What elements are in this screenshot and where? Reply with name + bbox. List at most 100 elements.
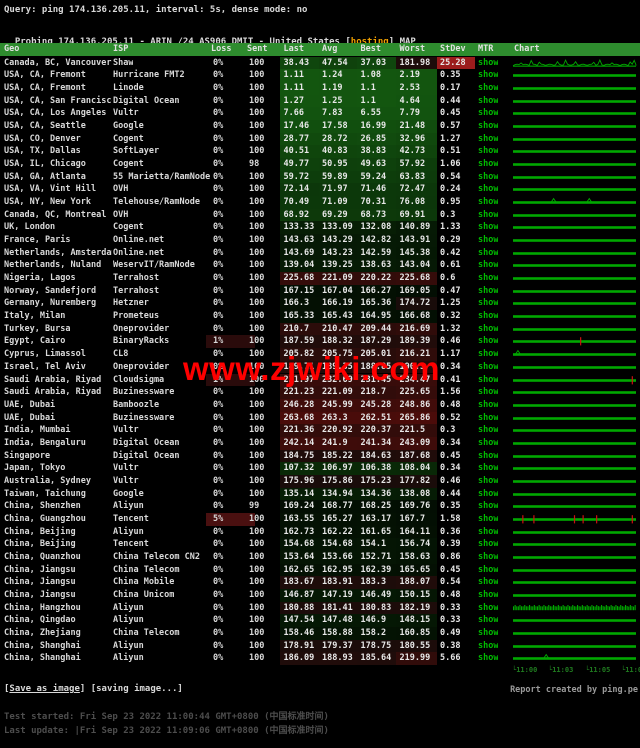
stdev-cell: 0.3 xyxy=(440,425,456,436)
avg-cell: 185.22 xyxy=(318,449,357,463)
mtr-show-link[interactable]: show xyxy=(478,247,499,258)
mtr-show-link[interactable]: show xyxy=(478,463,499,474)
mtr-show-link[interactable]: show xyxy=(478,222,499,233)
mtr-show-link[interactable]: show xyxy=(478,349,499,360)
mtr-show-link[interactable]: show xyxy=(478,412,499,423)
avg-cell: 165.43 xyxy=(318,310,357,323)
geo-cell: Saudi Arabia, Riyad xyxy=(4,374,102,385)
mtr-show-link[interactable]: show xyxy=(478,146,499,157)
mtr-show-link[interactable]: show xyxy=(478,450,499,461)
best-cell: 68.73 xyxy=(357,208,396,222)
mtr-show-link[interactable]: show xyxy=(478,196,499,207)
sent-cell: 100 xyxy=(249,57,265,68)
latency-chart xyxy=(511,437,638,450)
geo-cell: USA, CA, Fremont xyxy=(4,70,86,81)
mtr-show-link[interactable]: show xyxy=(478,653,499,664)
mtr-show-link[interactable]: show xyxy=(478,628,499,639)
mtr-show-link[interactable]: show xyxy=(478,184,499,195)
mtr-show-link[interactable]: show xyxy=(478,539,499,550)
mtr-show-link[interactable]: show xyxy=(478,488,499,499)
mtr-show-link[interactable]: show xyxy=(478,336,499,347)
isp-cell: Hetzner xyxy=(113,298,149,309)
mtr-show-link[interactable]: show xyxy=(478,501,499,512)
mtr-show-link[interactable]: show xyxy=(478,374,499,385)
best-cell: 231.45 xyxy=(357,373,396,387)
mtr-show-link[interactable]: show xyxy=(478,285,499,296)
best-cell: 184.63 xyxy=(357,449,396,463)
table-row: Norway, Sandefjord Terrahost 0% 100 167.15 16… xyxy=(0,284,640,298)
chart-time-tick: └11:07 xyxy=(621,666,640,674)
mtr-show-link[interactable]: show xyxy=(478,323,499,334)
avg-cell: 50.95 xyxy=(318,157,357,171)
geo-cell: Nigeria, Lagos xyxy=(4,273,76,284)
sent-cell: 100 xyxy=(249,437,265,448)
table-row: China, Jiangsu China Telecom 0% 100 162.65 16… xyxy=(0,563,640,577)
mtr-show-link[interactable]: show xyxy=(478,475,499,486)
worst-cell: 165.65 xyxy=(396,563,437,577)
mtr-show-link[interactable]: show xyxy=(478,298,499,309)
mtr-show-link[interactable]: show xyxy=(478,235,499,246)
worst-cell: 72.47 xyxy=(396,183,437,196)
mtr-show-link[interactable]: show xyxy=(478,120,499,131)
loss-cell: 0% xyxy=(213,196,224,207)
isp-cell: Terrahost xyxy=(113,273,160,284)
worst-cell: 216.69 xyxy=(396,322,437,336)
geo-cell: USA, CO, Denver xyxy=(4,133,81,144)
mtr-show-link[interactable]: show xyxy=(478,437,499,448)
mtr-show-link[interactable]: show xyxy=(478,82,499,93)
mtr-show-link[interactable]: show xyxy=(478,260,499,271)
mtr-show-link[interactable]: show xyxy=(478,311,499,322)
geo-cell: Norway, Sandefjord xyxy=(4,285,97,296)
worst-cell: 189.39 xyxy=(396,335,437,349)
mtr-show-link[interactable]: show xyxy=(478,361,499,372)
mtr-show-link[interactable]: show xyxy=(478,133,499,144)
mtr-show-link[interactable]: show xyxy=(478,425,499,436)
mtr-show-link[interactable]: show xyxy=(478,577,499,588)
avg-cell: 71.09 xyxy=(318,195,357,209)
mtr-show-link[interactable]: show xyxy=(478,209,499,220)
asn-link[interactable]: AS906 xyxy=(199,37,226,47)
geo-cell: UK, London xyxy=(4,222,56,233)
latency-chart xyxy=(511,488,638,501)
mtr-show-link[interactable]: show xyxy=(478,513,499,524)
mtr-show-link[interactable]: show xyxy=(478,590,499,601)
isp-cell: Linode xyxy=(113,82,144,93)
loss-cell: 0% xyxy=(213,133,224,144)
sent-cell: 100 xyxy=(249,552,265,563)
sent-cell: 100 xyxy=(249,247,265,258)
mtr-show-link[interactable]: show xyxy=(478,158,499,169)
mtr-show-link[interactable]: show xyxy=(478,70,499,81)
last-cell: 210.7 xyxy=(280,322,319,336)
last-cell: 1.11 xyxy=(280,81,319,95)
avg-cell: 221.09 xyxy=(318,272,357,285)
mtr-show-link[interactable]: show xyxy=(478,399,499,410)
map-link[interactable]: MAP xyxy=(400,37,416,47)
geo-cell: Germany, Nuremberg xyxy=(4,298,97,309)
sent-cell: 100 xyxy=(249,120,265,131)
mtr-show-link[interactable]: show xyxy=(478,108,499,119)
mtr-show-link[interactable]: show xyxy=(478,57,499,68)
hosting-tag[interactable]: hosting xyxy=(351,37,389,47)
latency-chart xyxy=(511,183,638,196)
avg-cell: 147.19 xyxy=(318,589,357,602)
isp-cell: Aliyun xyxy=(113,640,144,651)
sent-cell: 100 xyxy=(249,273,265,284)
sent-cell: 100 xyxy=(249,209,265,220)
geo-cell: Saudi Arabia, Riyad xyxy=(4,387,102,398)
geo-cell: Egypt, Cairo xyxy=(4,336,66,347)
mtr-show-link[interactable]: show xyxy=(478,602,499,613)
stdev-cell: 25.28 xyxy=(436,56,475,70)
mtr-show-link[interactable]: show xyxy=(478,564,499,575)
worst-cell: 4.64 xyxy=(396,94,437,108)
mtr-show-link[interactable]: show xyxy=(478,171,499,182)
mtr-show-link[interactable]: show xyxy=(478,640,499,651)
mtr-show-link[interactable]: show xyxy=(478,273,499,284)
last-cell: 107.32 xyxy=(280,462,319,475)
geo-cell: China, Guangzhou xyxy=(4,513,86,524)
mtr-show-link[interactable]: show xyxy=(478,552,499,563)
mtr-show-link[interactable]: show xyxy=(478,387,499,398)
mtr-show-link[interactable]: show xyxy=(478,526,499,537)
mtr-show-link[interactable]: show xyxy=(478,95,499,106)
save-as-image-link[interactable]: Save as image xyxy=(9,684,80,694)
mtr-show-link[interactable]: show xyxy=(478,615,499,626)
